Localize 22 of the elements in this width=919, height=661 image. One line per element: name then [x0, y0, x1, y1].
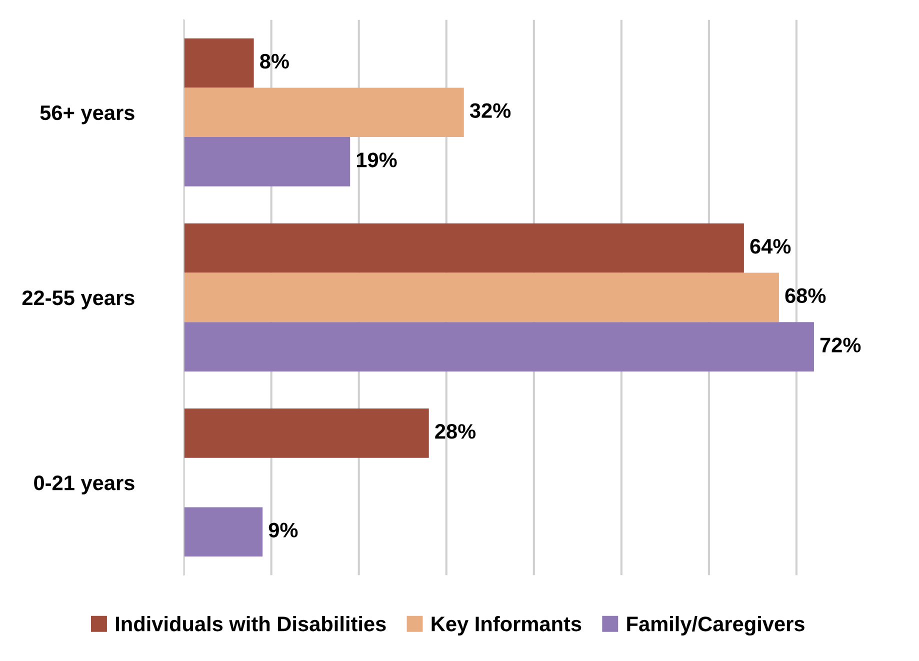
data-label: 32%	[470, 103, 511, 118]
bar	[184, 223, 744, 273]
bar	[184, 88, 464, 138]
bar	[184, 322, 814, 372]
bar	[184, 507, 263, 557]
data-label: 19%	[356, 152, 397, 168]
bar	[184, 408, 429, 458]
data-label: 9%	[268, 522, 298, 538]
y-tick-label: 56+ years	[40, 105, 134, 124]
legend-label: Key Informants	[432, 616, 582, 636]
bar	[184, 272, 779, 322]
legend-label: Family/Caregivers	[627, 616, 804, 636]
data-label: 8%	[260, 54, 289, 69]
data-label: 28%	[435, 424, 476, 439]
data-label: 68%	[785, 288, 826, 304]
y-tick-label: 0-21 years	[34, 476, 134, 494]
y-tick-label: 22-55 years	[22, 290, 134, 310]
legend-label: Individuals with Disabilities	[116, 616, 386, 632]
data-label: 72%	[820, 338, 861, 352]
data-label: 64%	[750, 238, 791, 254]
bar	[184, 137, 350, 186]
bar	[184, 38, 254, 88]
